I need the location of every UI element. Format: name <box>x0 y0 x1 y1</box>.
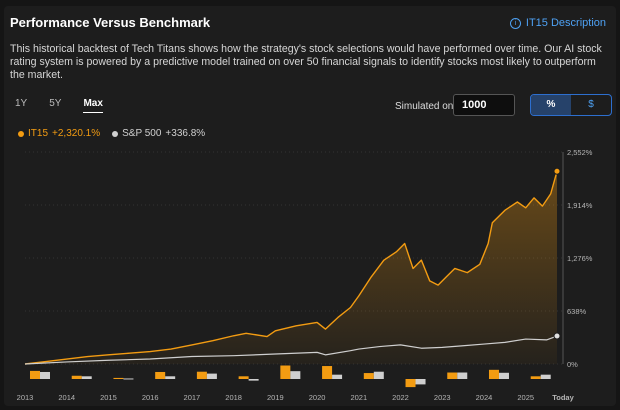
info-icon: i <box>509 17 521 29</box>
legend-dot-sp500 <box>112 130 119 137</box>
description-link[interactable]: i IT15 Description <box>509 17 606 29</box>
x-tick-label: 2017 <box>184 393 201 402</box>
it15-end-point <box>553 167 561 175</box>
range-max[interactable]: Max <box>83 98 103 113</box>
annual-bar-it15 <box>530 376 541 379</box>
legend-item-sp500: S&P 500 +336.8% <box>112 128 205 139</box>
annual-bar-sp500 <box>81 376 92 379</box>
annual-bar-it15 <box>155 371 166 379</box>
annual-bar-it15 <box>322 366 333 379</box>
x-tick-label: 2016 <box>142 393 159 402</box>
annual-bar-sp500 <box>415 379 426 385</box>
annual-bar-sp500 <box>123 378 134 380</box>
annual-bar-sp500 <box>40 371 50 379</box>
chart-legend: IT15 +2,320.1% S&P 500 +336.8% <box>18 128 217 139</box>
legend-name-it15: IT15 <box>28 128 49 139</box>
annual-bar-sp500 <box>290 371 301 379</box>
x-tick-label: 2022 <box>392 393 409 402</box>
annual-bar-sp500 <box>165 376 176 379</box>
y-tick-label: 0% <box>567 360 578 369</box>
range-5y[interactable]: 5Y <box>49 98 62 109</box>
legend-item-it15: IT15 +2,320.1% <box>18 128 100 139</box>
annual-bar-sp500 <box>206 373 217 379</box>
unit-toggle: % $ <box>530 94 612 116</box>
sp500-end-point <box>553 332 561 340</box>
legend-dot-it15 <box>18 130 24 137</box>
annual-bar-sp500 <box>457 372 468 379</box>
y-tick-label: 2,552% <box>567 148 593 157</box>
x-tick-label: 2025 <box>517 393 534 402</box>
annual-bar-sp500 <box>332 374 343 379</box>
y-tick-label: 638% <box>567 307 587 316</box>
annual-bar-it15 <box>447 372 458 379</box>
dollar-toggle-button[interactable]: $ <box>588 99 594 110</box>
x-tick-label: 2018 <box>225 393 242 402</box>
annual-bar-sp500 <box>540 374 551 379</box>
annual-bar-it15 <box>196 371 207 379</box>
x-tick-label: Today <box>552 393 574 402</box>
annual-bar-sp500 <box>373 371 384 379</box>
annual-bar-it15 <box>30 370 40 379</box>
annual-bar-it15 <box>488 369 499 379</box>
page-title: Performance Versus Benchmark <box>10 15 211 30</box>
x-tick-label: 2023 <box>434 393 451 402</box>
annual-bar-it15 <box>71 375 82 379</box>
x-tick-label: 2013 <box>17 393 34 402</box>
legend-name-sp500: S&P 500 <box>122 128 162 139</box>
y-tick-label: 1,276% <box>567 254 593 263</box>
annual-bar-it15 <box>405 379 416 388</box>
annual-bar-it15 <box>113 377 124 379</box>
percent-toggle-button[interactable]: % <box>531 95 571 115</box>
description-link-label: IT15 Description <box>525 17 606 29</box>
annual-bar-it15 <box>280 365 291 379</box>
simulated-amount-input[interactable] <box>453 94 515 116</box>
x-tick-label: 2015 <box>100 393 117 402</box>
y-tick-label: 1,914% <box>567 201 593 210</box>
x-tick-label: 2020 <box>309 393 326 402</box>
legend-value-sp500: +336.8% <box>165 128 206 139</box>
it15-area <box>25 171 557 364</box>
annual-bar-sp500 <box>248 379 259 381</box>
annual-bar-it15 <box>238 376 249 379</box>
x-tick-label: 2019 <box>267 393 284 402</box>
annual-bar-it15 <box>363 373 374 379</box>
sp500-line <box>24 335 558 365</box>
range-1y[interactable]: 1Y <box>15 98 28 109</box>
x-tick-label: 2014 <box>58 393 75 402</box>
annual-bar-sp500 <box>498 372 509 379</box>
x-tick-label: 2021 <box>350 393 367 402</box>
range-selector: 1Y 5Y Max <box>15 98 125 113</box>
strategy-description: This historical backtest of Tech Titans … <box>10 43 602 81</box>
it15-line <box>24 171 558 365</box>
simulated-label: Simulated on <box>395 101 454 112</box>
x-tick-label: 2024 <box>476 393 493 402</box>
legend-value-it15: +2,320.1% <box>52 128 101 139</box>
